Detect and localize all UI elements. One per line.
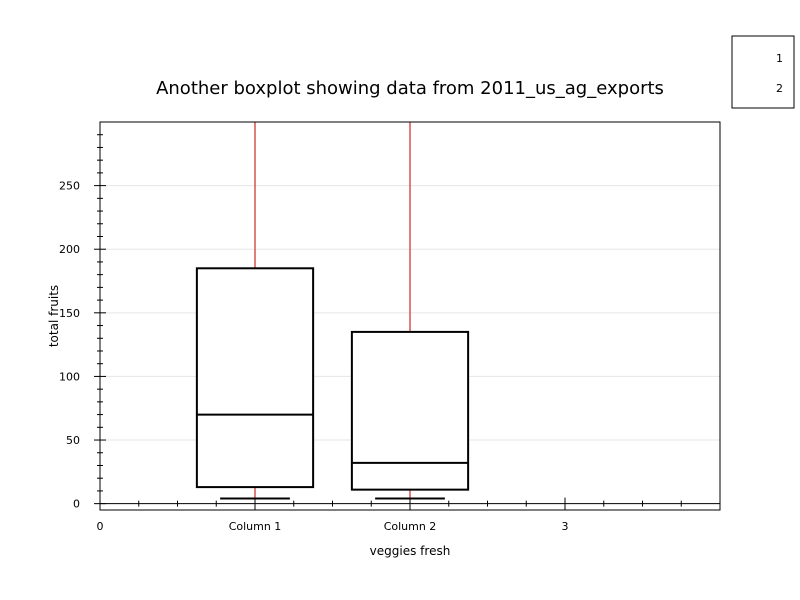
x-tick-label: Column 1 [229, 520, 282, 533]
legend-frame [731, 35, 795, 109]
y-tick-label: 250 [59, 180, 80, 193]
plot-frame [99, 121, 721, 511]
chart-title: Another boxplot showing data from 2011_u… [156, 78, 664, 99]
y-tick-label: 100 [59, 370, 80, 383]
x-tick-label: 3 [562, 520, 569, 533]
legend-entry: 2 [776, 82, 783, 95]
x-tick-label: Column 2 [384, 520, 437, 533]
y-tick-label: 0 [73, 498, 80, 511]
legend-entry: 1 [776, 52, 783, 65]
y-tick-label: 150 [59, 307, 80, 320]
x-axis: 0 Column 1 Column 2 3 [97, 497, 720, 533]
x-axis-title: veggies fresh [370, 544, 451, 558]
box-2 [350, 122, 470, 500]
y-axis: 0 50 100 150 200 250 [59, 134, 106, 511]
legend: 12 [731, 35, 795, 109]
box-1 [195, 122, 315, 500]
y-axis-title: total fruits [47, 285, 61, 347]
y-tick-label: 50 [66, 434, 80, 447]
boxes [195, 122, 470, 500]
y-tick-label: 200 [59, 243, 80, 256]
box-body [350, 330, 470, 491]
box-body [195, 267, 315, 489]
x-tick-label: 0 [97, 520, 104, 533]
